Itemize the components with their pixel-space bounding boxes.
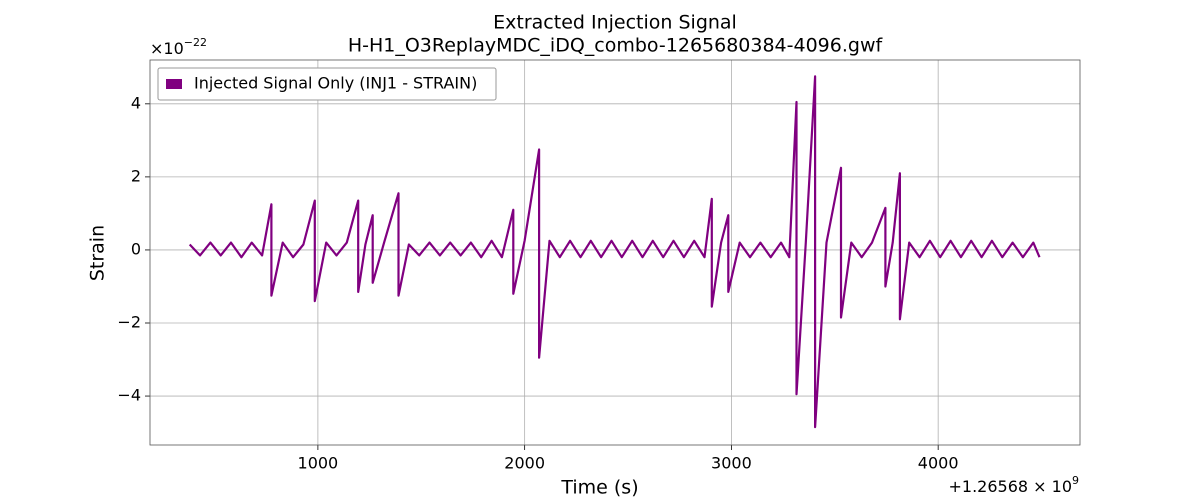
y-tick-label: −2 xyxy=(117,312,141,331)
y-tick-label: −4 xyxy=(117,386,141,405)
x-offset-exponent: 9 xyxy=(1072,474,1079,487)
x-tick-label: 3000 xyxy=(711,454,752,473)
x-tick-label: 2000 xyxy=(504,454,545,473)
legend-box xyxy=(157,67,497,101)
y-tick-label: 2 xyxy=(131,166,141,185)
chart-subtitle: H-H1_O3ReplayMDC_iDQ_combo-1265680384-40… xyxy=(348,35,884,57)
x-tick-label: 4000 xyxy=(918,454,959,473)
x-offset-base: +1.26568 × 10 xyxy=(948,477,1072,496)
x-axis-label: Time (s) xyxy=(560,477,638,499)
y-multiplier-base: ×10 xyxy=(150,39,184,58)
y-multiplier-exponent: −22 xyxy=(184,36,207,49)
legend-label: Injected Signal Only (INJ1 - STRAIN) xyxy=(194,74,477,93)
y-axis-label: Strain xyxy=(87,225,109,281)
legend: Injected Signal Only (INJ1 - STRAIN) xyxy=(157,67,497,101)
y-tick-label: 0 xyxy=(131,239,141,258)
y-tick-label: 4 xyxy=(131,93,141,112)
legend-swatch xyxy=(166,79,182,89)
plot-frame xyxy=(149,59,1081,446)
y-multiplier: ×10−22 xyxy=(150,36,207,58)
x-offset: +1.26568 × 109 xyxy=(948,474,1079,496)
signal-line xyxy=(188,75,1041,429)
chart-title: Extracted Injection Signal xyxy=(493,12,737,34)
x-tick-label: 1000 xyxy=(298,454,339,473)
